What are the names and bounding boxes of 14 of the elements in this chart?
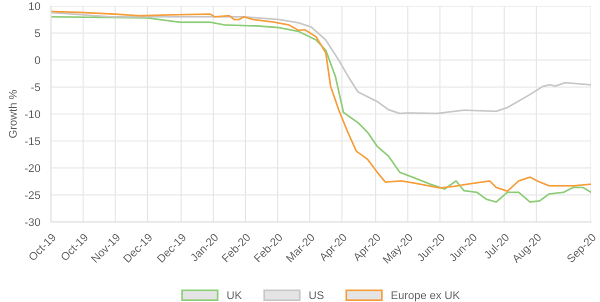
y-tick-label: 10 [29,2,40,10]
line-series [51,12,591,114]
legend-label: UK [227,291,242,300]
y-tick-label: 0 [34,56,40,64]
y-tick-label: -30 [25,218,40,226]
y-tick-label: -25 [25,191,40,200]
y-tick-label: 5 [34,29,40,38]
legend-label: US [309,291,324,300]
legend-label: Europe ex UK [392,291,460,302]
y-tick-label: -15 [25,137,40,146]
y-tick-label: -10 [25,110,40,118]
y-axis-title: Growth % [8,90,17,138]
y-tick-label: -20 [25,164,40,172]
y-tick-label: -5 [31,83,40,92]
